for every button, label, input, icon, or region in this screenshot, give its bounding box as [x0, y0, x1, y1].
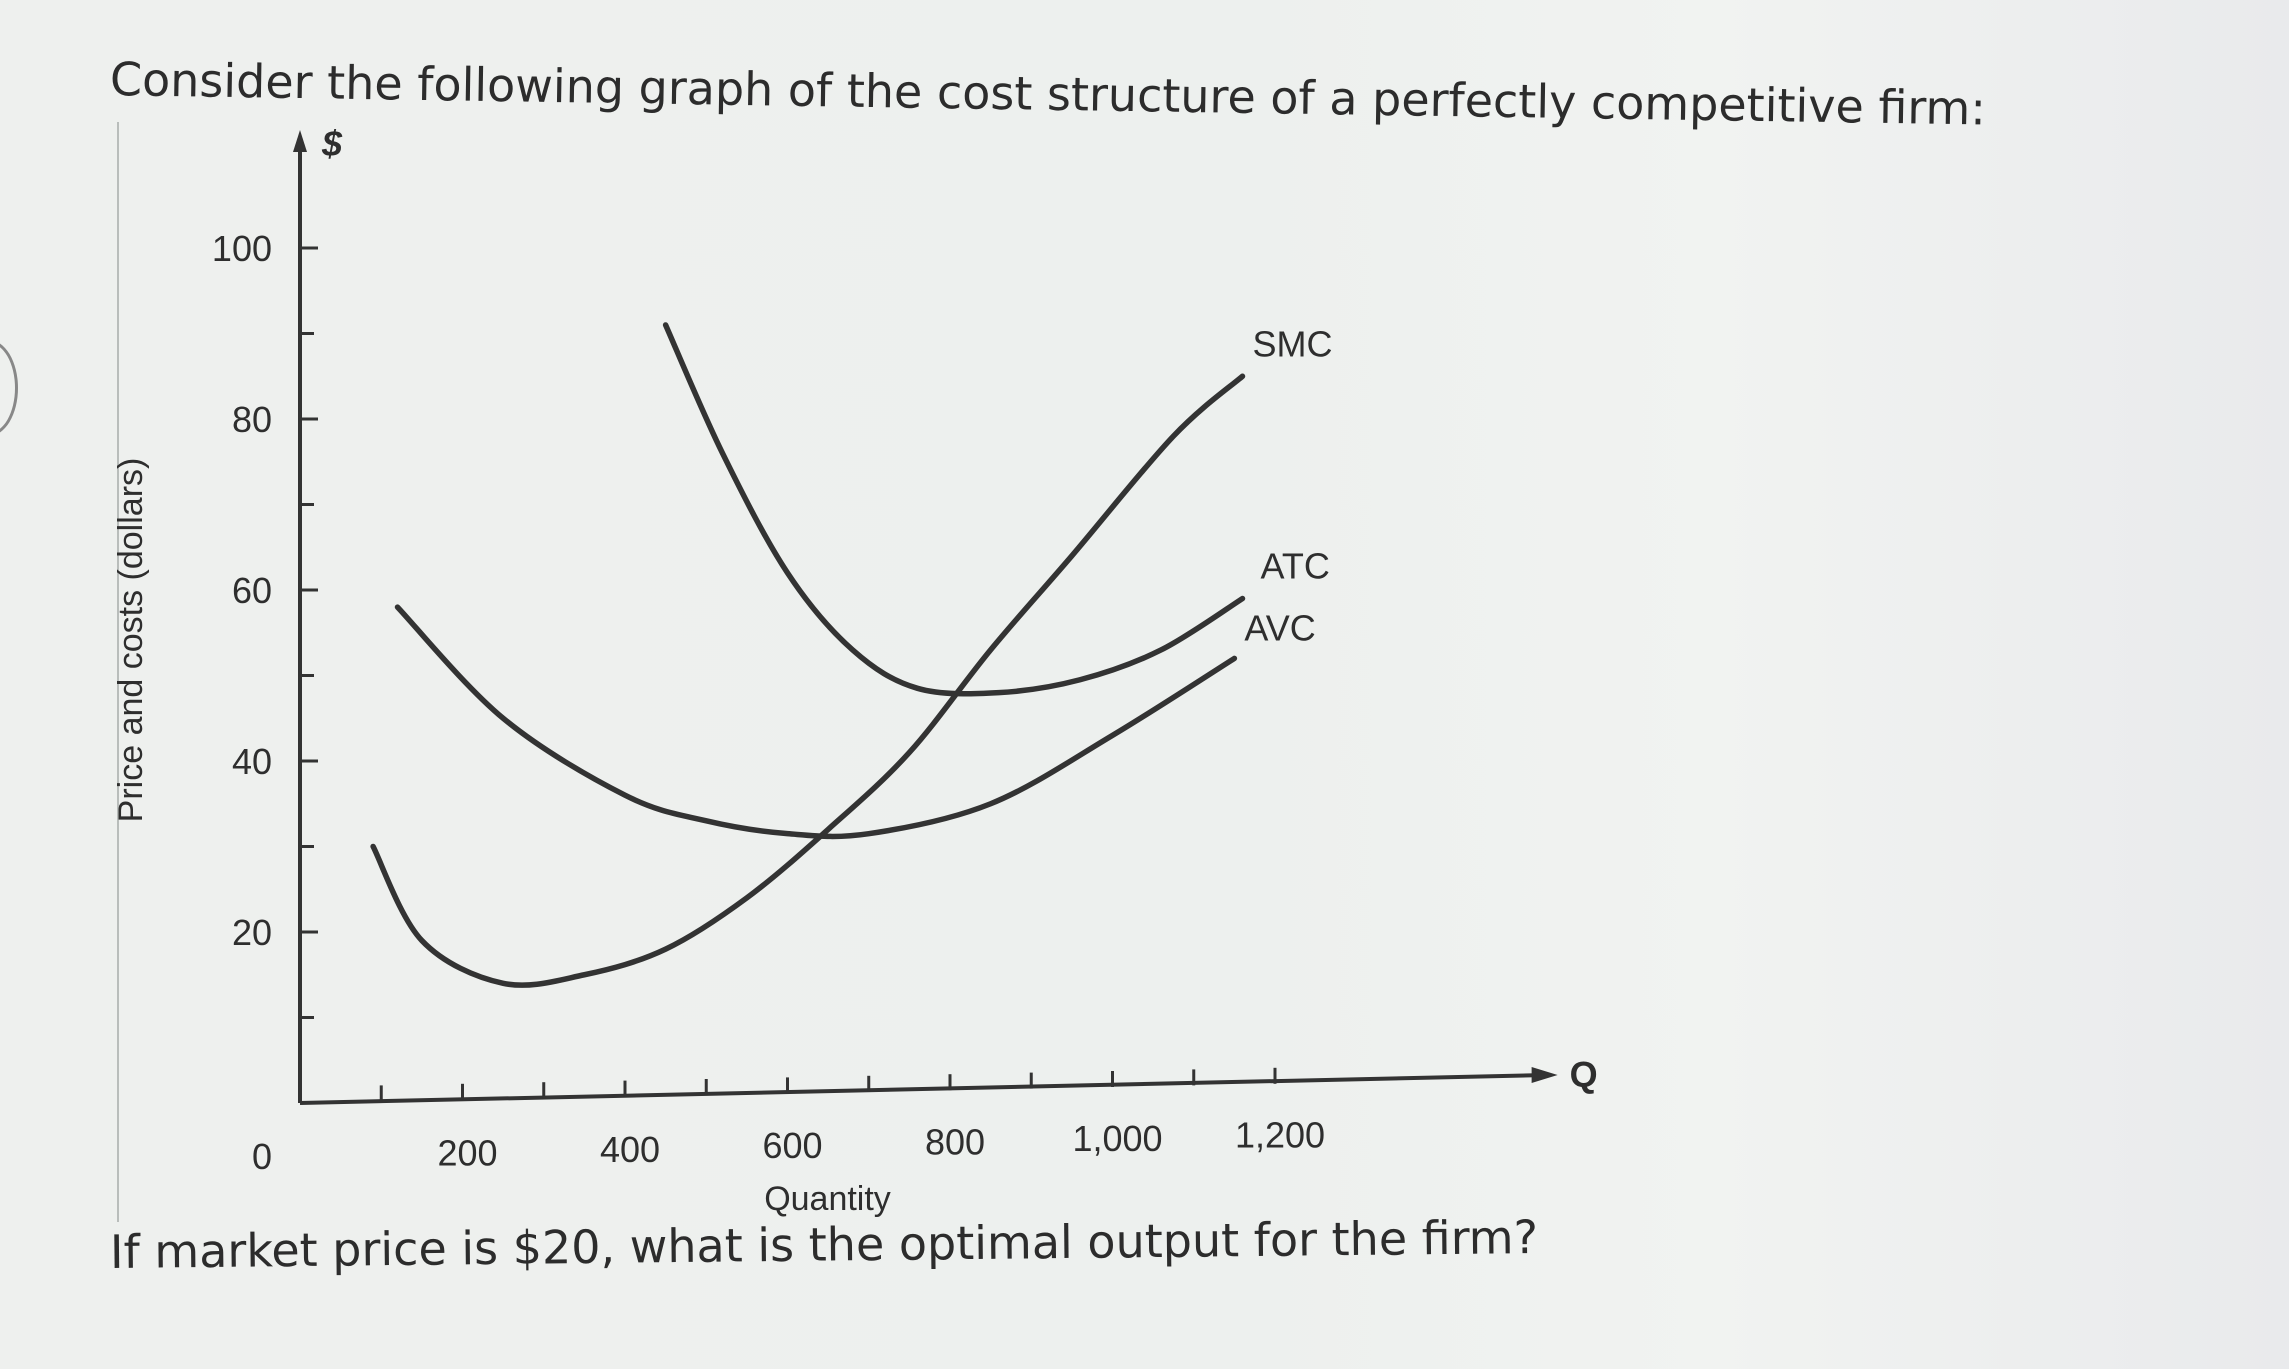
x-axis-title: Quantity — [764, 1180, 891, 1218]
y-tick-label: 40 — [232, 741, 272, 782]
chart-axes — [293, 130, 1558, 1105]
x-tick-label: 1,200 — [1235, 1114, 1325, 1155]
x-axis-arrow — [1531, 1067, 1558, 1083]
x-tick-label: 1,000 — [1072, 1118, 1162, 1159]
y-tick-label: 60 — [232, 570, 272, 611]
atc-label: ATC — [1261, 546, 1330, 587]
x-tick-label: 600 — [762, 1125, 822, 1166]
x-axis-symbol: Q — [1570, 1054, 1598, 1095]
y-axis-arrow — [293, 130, 307, 152]
y-axis-title: Price and costs (dollars) — [112, 458, 150, 823]
x-tick-label: 200 — [437, 1132, 497, 1173]
smc-label: SMC — [1253, 323, 1333, 364]
atc-curve — [662, 322, 1246, 697]
x-tick-label: 800 — [925, 1122, 985, 1163]
x-axis-line — [299, 1073, 1546, 1105]
y-tick-label: 100 — [212, 228, 272, 269]
y-tick-label: 20 — [232, 912, 272, 953]
chart-labels: $ Q 20 40 60 80 100 0 200 400 600 800 1,000 1,200 Quan… — [112, 123, 1598, 1218]
y-tick-label: 80 — [232, 399, 272, 440]
chart-curves — [370, 322, 1246, 988]
x-tick-label: 400 — [600, 1129, 660, 1170]
x-tick-label: 0 — [252, 1136, 272, 1177]
avc-curve — [394, 604, 1238, 840]
y-axis-symbol: $ — [321, 123, 343, 164]
smc-curve — [370, 373, 1246, 988]
avc-label: AVC — [1244, 607, 1315, 648]
